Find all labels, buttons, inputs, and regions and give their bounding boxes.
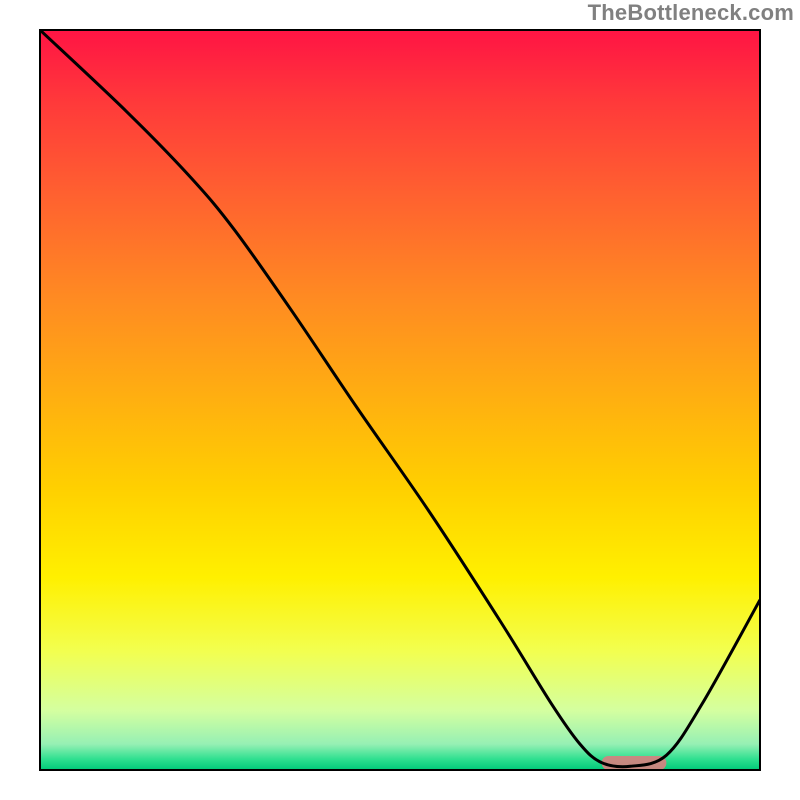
watermark-text: TheBottleneck.com (588, 0, 794, 26)
plot-background-gradient (40, 30, 760, 770)
chart-container: TheBottleneck.com (0, 0, 800, 800)
bottleneck-chart-svg (0, 0, 800, 800)
